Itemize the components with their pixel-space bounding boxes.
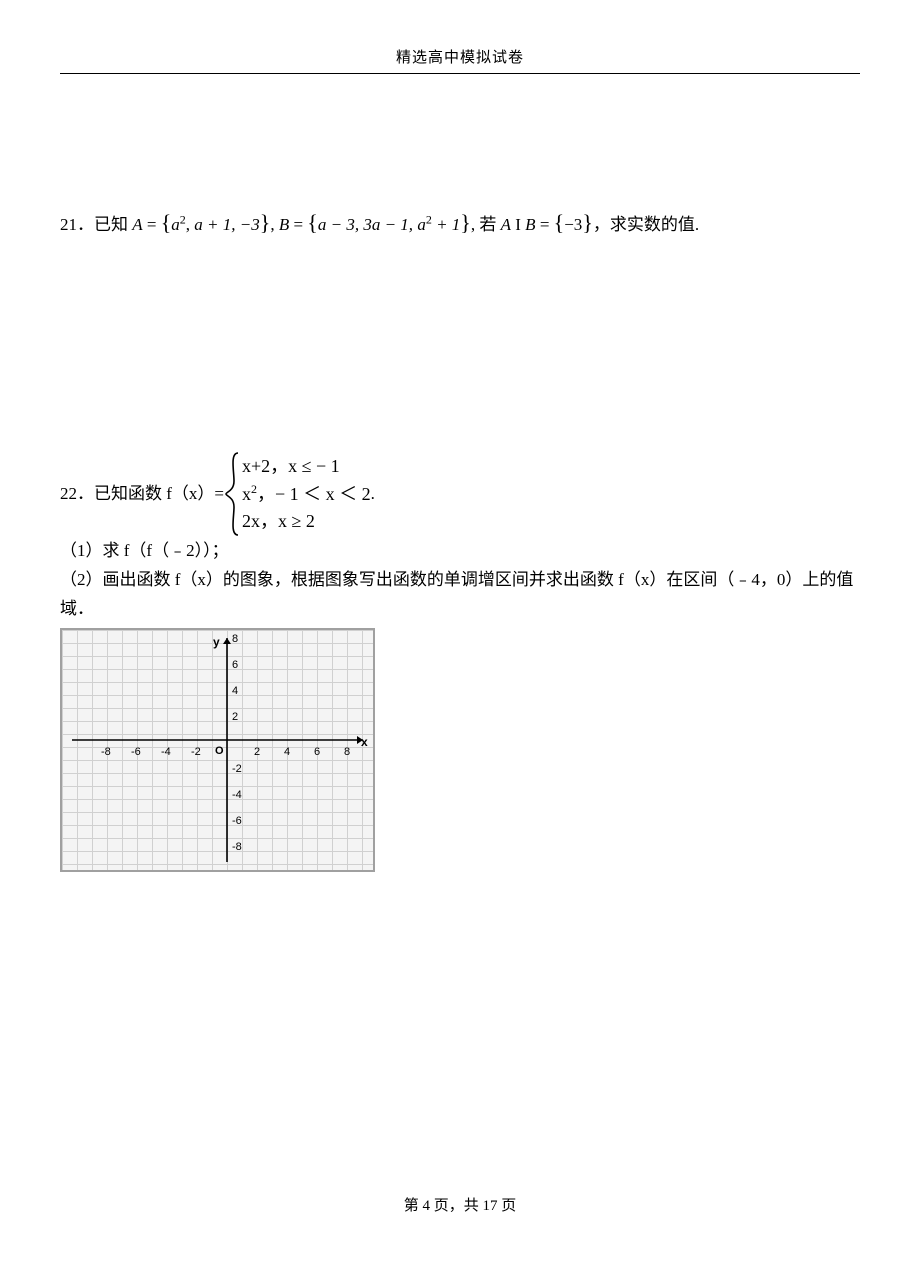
q22-piece-1: x+2，x ≤ − 1	[242, 453, 371, 480]
x-axis-label: x	[361, 732, 368, 752]
q21-int-body: −3	[564, 215, 582, 234]
footer-prefix: 第	[404, 1198, 423, 1214]
q22-definition-row: 22．已知函数 f（x）= x+2，x ≤ − 1 x2，− 1 ＜ x ＜ 2…	[60, 451, 860, 537]
xneg-tick: -2	[191, 743, 201, 762]
ypos-tick: 6	[232, 656, 238, 675]
q21-int-close: }	[582, 210, 593, 235]
yneg-tick: -4	[232, 786, 242, 805]
q21-comma2: , 若	[471, 215, 501, 234]
q21-B-eq: =	[289, 215, 307, 234]
yneg-tick: -8	[232, 838, 242, 857]
page: 精选高中模拟试卷 21．已知 A = {a2, a + 1, −3}, B = …	[0, 0, 920, 1273]
footer-suffix: 页	[498, 1198, 517, 1214]
ypos-tick: 4	[232, 682, 238, 701]
q21-B-e3plus: + 1	[432, 215, 460, 234]
yneg-tick: -2	[232, 760, 242, 779]
q21-B-close: }	[460, 210, 471, 235]
q22-p3r: x ≥ 2	[278, 511, 315, 531]
q22-piece-2: x2，− 1 ＜ x ＜ 2	[242, 480, 371, 508]
coordinate-grid: y x O -8 -6 -4 -2 2 4 6 8 8 6 4 2 -2 -4 -6 -8	[60, 628, 375, 872]
q22-sub2: （2）画出函数 f（x）的图象，根据图象写出函数的单调增区间并求出函数 f（x）…	[60, 566, 860, 624]
q21-B-open: {	[307, 210, 318, 235]
q21-tail: ，求实数的值.	[593, 215, 699, 234]
q21-intSym: I	[511, 215, 525, 234]
q22-p2mid: ，	[257, 484, 275, 504]
page-footer: 第 4 页，共 17 页	[0, 1194, 920, 1215]
xneg-tick: -6	[131, 743, 141, 762]
q21-number: 21．	[60, 215, 94, 234]
q21-comma1: ,	[270, 215, 279, 234]
q22-prefix: 已知函数 f（x）=	[94, 480, 224, 509]
q22-p2l: x	[242, 484, 251, 504]
q22-piece-3: 2x，x ≥ 2	[242, 508, 371, 535]
ypos-tick: 2	[232, 708, 238, 727]
q21-A-e2: a + 1, −3	[194, 215, 259, 234]
left-brace-icon	[224, 451, 242, 537]
xpos-tick: 6	[314, 743, 320, 762]
q21-A: A	[132, 215, 142, 234]
q22-period: .	[371, 480, 375, 509]
ypos-tick: 8	[232, 630, 238, 649]
q21-intB: B	[525, 215, 535, 234]
yneg-tick: -6	[232, 812, 242, 831]
xneg-tick: -8	[101, 743, 111, 762]
q21-A-e1a: a	[171, 215, 180, 234]
q22-sub1: （1）求 f（f（﹣2））；	[60, 537, 860, 566]
q22-p3l: 2x，	[242, 511, 278, 531]
footer-total: 17	[483, 1198, 498, 1214]
q21-intEq: =	[536, 215, 554, 234]
footer-mid: 页，共	[430, 1198, 483, 1214]
q21-intA: A	[501, 215, 511, 234]
header-title: 精选高中模拟试卷	[396, 50, 524, 66]
xpos-tick: 2	[254, 743, 260, 762]
footer-page: 4	[422, 1198, 430, 1214]
q21-int-open: {	[554, 210, 565, 235]
y-axis-label: y	[213, 632, 220, 652]
q22-p1r: x ≤ − 1	[288, 456, 340, 476]
question-21: 21．已知 A = {a2, a + 1, −3}, B = {a − 3, 3…	[60, 204, 860, 241]
q21-A-open: {	[161, 210, 172, 235]
q21-prefix: 已知	[94, 215, 132, 234]
page-header: 精选高中模拟试卷	[60, 0, 860, 74]
q22-number: 22．	[60, 480, 94, 509]
q21-A-close: }	[260, 210, 271, 235]
q21-B: B	[279, 215, 289, 234]
q21-A-eq: =	[143, 215, 161, 234]
xpos-tick: 8	[344, 743, 350, 762]
content-area: 21．已知 A = {a2, a + 1, −3}, B = {a − 3, 3…	[60, 74, 860, 872]
origin-label: O	[215, 742, 224, 761]
q22-p1l: x+2，	[242, 456, 288, 476]
xpos-tick: 4	[284, 743, 290, 762]
q21-B-e3a: a	[417, 215, 426, 234]
q22-p2r: − 1 ＜ x ＜ 2	[275, 484, 371, 504]
q22-piecewise: x+2，x ≤ − 1 x2，− 1 ＜ x ＜ 2 2x，x ≥ 2	[242, 453, 371, 535]
xneg-tick: -4	[161, 743, 171, 762]
question-22: 22．已知函数 f（x）= x+2，x ≤ − 1 x2，− 1 ＜ x ＜ 2…	[60, 451, 860, 872]
q21-B-body1: a − 3, 3a − 1,	[318, 215, 417, 234]
